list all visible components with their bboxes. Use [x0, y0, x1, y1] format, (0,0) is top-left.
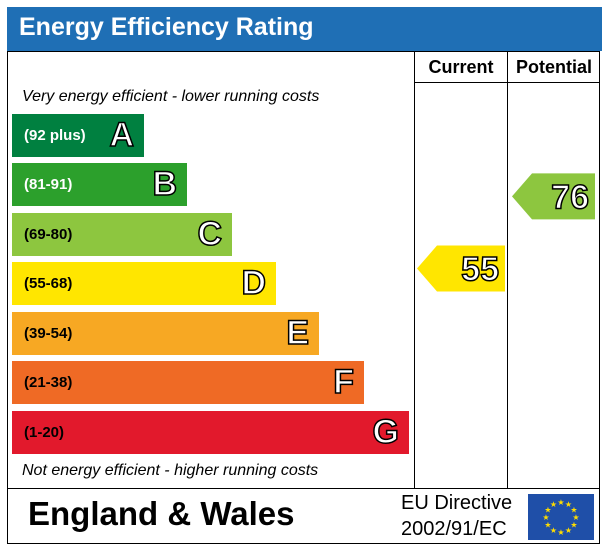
star-icon: ★ — [544, 506, 551, 515]
rating-band-d: (55-68) D — [12, 262, 276, 305]
band-range-label: (21-38) — [24, 374, 73, 391]
rating-band-f: (21-38) F — [12, 361, 364, 404]
current-rating-arrow-shape — [417, 245, 505, 292]
chart-title: Energy Efficiency Rating — [19, 13, 314, 41]
band-range-label: (92 plus) — [24, 127, 86, 144]
star-icon: ★ — [557, 528, 564, 537]
star-icon: ★ — [557, 498, 564, 507]
band-range-label: (55-68) — [24, 275, 73, 292]
band-letter: F — [332, 362, 354, 402]
band-range-label: (39-54) — [24, 325, 73, 342]
header-rule — [414, 82, 600, 83]
title-bar: Energy Efficiency Rating — [7, 7, 602, 51]
rating-band-g: (1-20) G — [12, 411, 409, 454]
star-icon: ★ — [550, 500, 557, 509]
note-bottom: Not energy efficient - higher running co… — [22, 462, 319, 479]
potential-rating-arrow: 76 — [512, 173, 595, 220]
band-range-label: (1-20) — [24, 424, 65, 441]
star-icon: ★ — [570, 521, 577, 530]
band-letter: C — [197, 214, 223, 254]
column-header-current: Current — [428, 57, 494, 77]
band-letter: D — [241, 263, 267, 303]
star-icon: ★ — [544, 521, 551, 530]
rating-band-a: (92 plus) A — [12, 114, 144, 157]
column-header-potential: Potential — [515, 57, 592, 77]
rating-band-c: (69-80) C — [12, 213, 232, 256]
footer-rule — [7, 488, 600, 489]
potential-rating-arrow-shape — [512, 173, 595, 220]
star-icon: ★ — [565, 500, 572, 509]
divider-potential — [507, 51, 508, 489]
eu-flag-icon: ★ ★ ★ ★ ★ ★ ★ ★ ★ ★ ★ ★ — [528, 494, 594, 540]
footer-region: England & Wales — [28, 495, 295, 532]
star-icon: ★ — [550, 526, 557, 535]
rating-band-e: (39-54) E — [12, 312, 319, 355]
star-icon: ★ — [572, 513, 579, 522]
band-letter: A — [109, 115, 135, 155]
band-range-label: (69-80) — [24, 226, 73, 243]
star-icon: ★ — [565, 526, 572, 535]
potential-rating-arrow-value: 76 — [551, 178, 589, 216]
note-top: Very energy efficient - lower running co… — [22, 88, 320, 105]
footer-directive-line2: 2002/91/EC — [401, 518, 507, 540]
star-icon: ★ — [570, 506, 577, 515]
rating-band-b: (81-91) B — [12, 163, 187, 206]
current-rating-arrow: 55 — [417, 245, 505, 292]
divider-current — [414, 51, 415, 489]
band-range-label: (81-91) — [24, 176, 73, 193]
band-letter: G — [372, 412, 400, 452]
footer-directive-line1: EU Directive — [401, 492, 513, 514]
star-icon: ★ — [542, 513, 549, 522]
current-rating-arrow-value: 55 — [461, 251, 499, 289]
band-letter: E — [286, 313, 310, 353]
band-letter: B — [152, 164, 178, 204]
chart-frame — [7, 51, 600, 544]
